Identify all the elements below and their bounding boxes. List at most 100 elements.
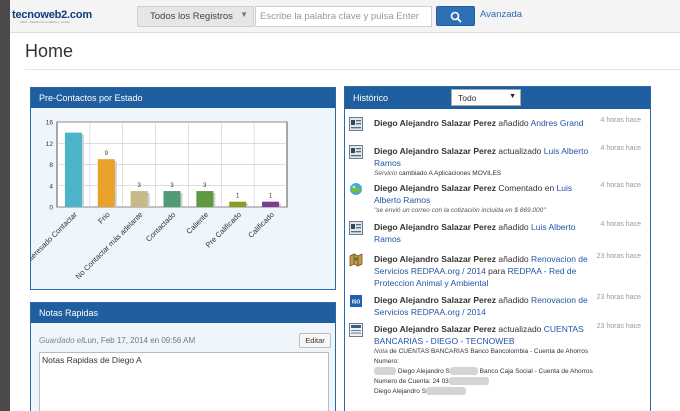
x-category-label: No Interesado Contactar [31, 210, 79, 274]
caret-down-icon: ▼ [509, 93, 516, 100]
bar [64, 132, 82, 207]
bar [163, 191, 181, 207]
history-note-field: Nota [374, 348, 388, 355]
history-user[interactable]: Diego Alejandro Salazar Perez [374, 254, 497, 264]
history-action: actualizado [496, 146, 544, 156]
history-time: 23 horas hace [596, 323, 641, 330]
y-tick-label: 12 [46, 141, 54, 148]
history-user[interactable]: Diego Alejandro Salazar Perez [374, 222, 497, 232]
map-icon [349, 253, 363, 267]
history-note-text: de [387, 348, 399, 355]
top-bar: tecnoweb2.com CRM - Gestión de contactos… [10, 0, 680, 33]
history-target-link[interactable]: Renovacion de Servicios REDPAA.org / 201… [374, 295, 588, 317]
history-user[interactable]: Diego Alejandro Salazar Perez [374, 295, 497, 305]
y-tick-label: 16 [46, 120, 54, 127]
history-note-line: Diego Alejandro S [397, 368, 450, 375]
history-text: Diego Alejandro Salazar Perez añadido Re… [374, 253, 594, 289]
history-user[interactable]: Diego Alejandro Salazar Perez [374, 183, 497, 193]
divider [25, 69, 680, 70]
precontactos-title: Pre-Contactos por Estado [39, 93, 143, 103]
history-target-link[interactable]: CUENTAS BANCARIAS - DIEGO - TECNOWEB [374, 324, 584, 346]
precontactos-header: Pre-Contactos por Estado [31, 88, 335, 108]
edit-notes-button[interactable]: Editar [299, 333, 331, 348]
history-target-link[interactable]: Luis Alberto Ramos [374, 146, 589, 168]
left-edge-bar [0, 0, 10, 411]
precontactos-panel: Pre-Contactos por Estado 0 4 8 12 16 No Inter… [30, 87, 336, 290]
history-note-line: Numero de Cuenta: 24 03 [374, 378, 449, 385]
logo-tagline: CRM - Gestión de contactos y ventas [20, 20, 70, 24]
notas-saved-label: Guardado el [39, 336, 84, 345]
history-target-link[interactable]: Luis Alberto Ramos [374, 222, 576, 244]
history-action: añadido [496, 222, 532, 232]
bar-value-label: 3 [203, 183, 207, 189]
historico-header: Histórico Todo ▼ [345, 87, 650, 109]
history-time: 23 horas hace [596, 294, 641, 301]
bar [196, 191, 214, 207]
history-note: Nota de CUENTAS BANCARIAS Banco Bancolom… [374, 347, 594, 397]
iso-document-icon: ISO [350, 295, 362, 307]
history-text: Diego Alejandro Salazar Perez añadido Re… [374, 294, 594, 318]
historico-filter-select[interactable]: Todo ▼ [451, 89, 521, 106]
history-time: 4 horas hace [600, 145, 641, 152]
advanced-search-link[interactable]: Avanzada [480, 9, 523, 20]
comment-globe-icon [350, 183, 362, 195]
precontactos-chart: 0 4 8 12 16 No Interesado Contactar 9 Frio 3 No C… [31, 120, 288, 281]
notas-header: Notas Rapidas [31, 303, 335, 323]
svg-text:ISO: ISO [352, 300, 361, 306]
history-note: Servicio cambiado A Aplicaciones MOVILES [374, 169, 594, 179]
history-connector: para [485, 266, 508, 276]
history-action: actualizado [496, 324, 544, 334]
bar-value-label: 3 [137, 183, 141, 189]
history-time: 23 horas hace [596, 253, 641, 260]
x-category-label: Calificado [246, 210, 276, 240]
note-document-icon [349, 323, 363, 337]
history-action: Comentado en [496, 183, 557, 193]
history-target-link[interactable]: Luis Alberto Ramos [374, 183, 573, 205]
bar-value-label: 1 [269, 194, 273, 200]
search-button[interactable] [436, 6, 475, 26]
bar [97, 159, 115, 207]
y-tick-label: 8 [49, 162, 53, 169]
history-target-link[interactable]: Renovacion de Servicios REDPAA.org / 201… [374, 254, 588, 276]
history-text: Diego Alejandro Salazar Perez actualizad… [374, 323, 594, 397]
x-category-label: Caliente [184, 210, 210, 236]
x-category-label: Contactado [144, 210, 177, 243]
logo[interactable]: tecnoweb2.com CRM - Gestión de contactos… [12, 9, 110, 24]
history-time: 4 horas hace [600, 182, 641, 189]
history-target-link[interactable]: Andres Grand [530, 118, 584, 128]
records-filter-select[interactable]: Todos los Registros ▼ [137, 6, 254, 27]
page-title: Home [25, 41, 74, 61]
y-tick-label: 4 [49, 183, 53, 190]
notes-content: Notas Rapidas de Diego A [42, 355, 142, 365]
history-text: Diego Alejandro Salazar Perez Comentado … [374, 182, 594, 216]
history-user[interactable]: Diego Alejandro Salazar Perez [374, 118, 497, 128]
search-input[interactable] [255, 6, 432, 27]
logo-text: tecnoweb2.com [12, 9, 92, 21]
history-note-value: Aplicaciones MOVILES [434, 170, 502, 177]
history-user[interactable]: Diego Alejandro Salazar Perez [374, 324, 497, 334]
historico-title: Histórico [353, 93, 389, 103]
history-note-line: Diego Alejandro S [374, 388, 427, 395]
history-note: "se envió un correo con la cotización in… [374, 206, 594, 216]
x-category-label: No Contactar más adelante [74, 210, 145, 281]
history-text: Diego Alejandro Salazar Perez añadido An… [374, 117, 594, 129]
history-note-text: "se envió un correo con la cotización in… [374, 207, 546, 214]
search-icon [450, 11, 462, 23]
bar-value-label: 3 [170, 183, 174, 189]
history-note-line: Banco Caja Social - Cuenta de Ahorros [479, 368, 593, 375]
notas-saved-info: Guardado elLun, Feb 17, 2014 en 09:56 AM [39, 336, 195, 345]
notas-title: Notas Rapidas [39, 308, 99, 318]
history-note-field: Servicio [374, 170, 398, 177]
history-action: añadido [496, 295, 532, 305]
history-target2-link[interactable]: REDPAA - Red de Proteccion Animal y Ambi… [374, 266, 577, 288]
x-category-label: Frio [96, 210, 112, 226]
bar [229, 201, 247, 207]
history-user[interactable]: Diego Alejandro Salazar Perez [374, 146, 497, 156]
bar [130, 191, 148, 207]
notes-textarea[interactable]: Notas Rapidas de Diego A [39, 352, 329, 411]
history-action: añadido [496, 118, 531, 128]
bar-value-label: 1 [236, 194, 240, 200]
history-action: añadido [496, 254, 532, 264]
y-tick-label: 0 [49, 205, 53, 212]
bar [262, 201, 280, 207]
